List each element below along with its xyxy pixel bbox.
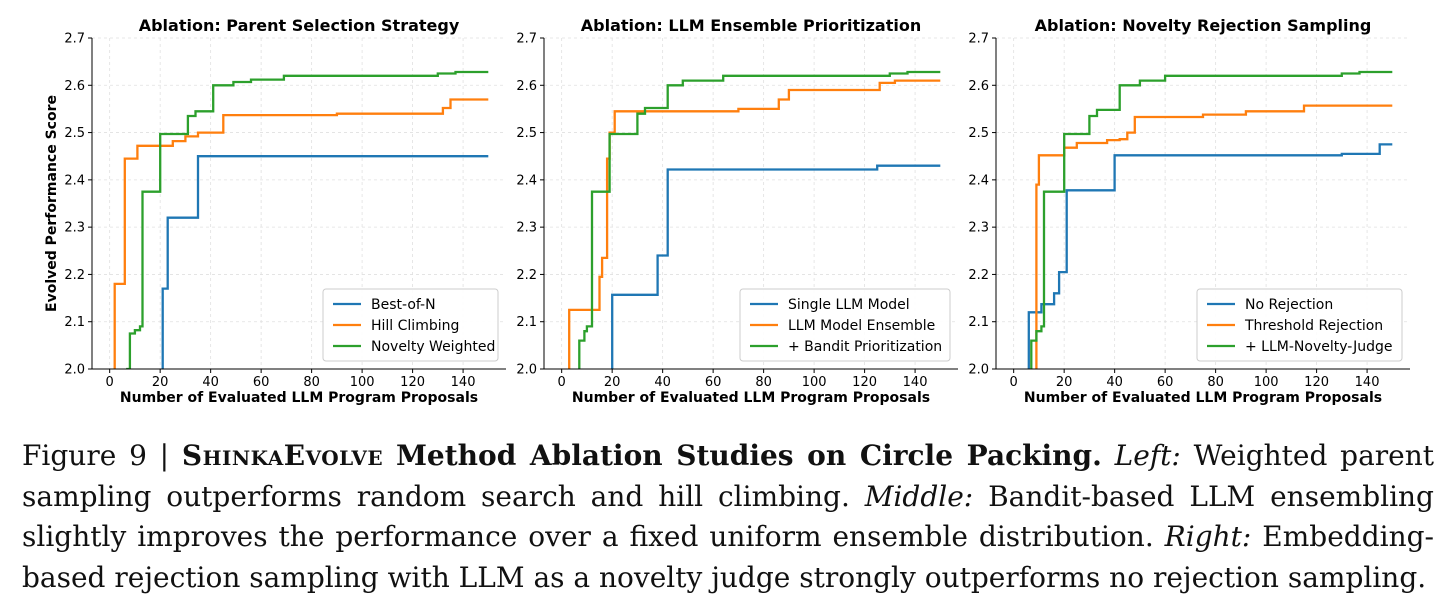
legend-entry: Best-of-N — [371, 297, 436, 313]
y-tick-label: 2.6 — [64, 79, 85, 94]
x-tick-label: 20 — [152, 375, 169, 390]
series-line-best-of-n — [161, 155, 489, 369]
y-tick-label: 2.2 — [516, 268, 537, 283]
x-tick-label: 120 — [852, 375, 877, 390]
x-tick-label: 100 — [1254, 375, 1279, 390]
series-line-no-rejection — [1027, 143, 1393, 369]
x-tick-label: 20 — [604, 375, 621, 390]
legend-box — [322, 288, 499, 362]
y-tick-label: 2.0 — [516, 363, 537, 378]
y-tick-label: 2.6 — [968, 79, 989, 94]
legend-entry: Threshold Rejection — [1244, 318, 1383, 334]
caption-left-label: Left: — [1114, 439, 1181, 472]
x-tick-label: 140 — [903, 375, 928, 390]
x-tick-label: 100 — [802, 375, 827, 390]
caption-middle-text: Bandit-based LLM ensembling slightly imp… — [22, 479, 1434, 554]
x-tick-label: 60 — [705, 375, 722, 390]
series-line-llm-model-ensemble — [568, 79, 941, 369]
x-tick-label: 120 — [1304, 375, 1329, 390]
y-tick-label: 2.0 — [968, 363, 989, 378]
caption-left-text: Weighted parent sampling outperforms ran… — [22, 439, 1435, 513]
legend: No Rejection Threshold Rejection + LLM-Nov… — [1196, 288, 1403, 362]
y-tick-label: 2.4 — [516, 173, 537, 188]
y-tick-label: 2.7 — [968, 32, 989, 47]
x-tick-label: 60 — [1157, 375, 1174, 390]
series-line-llm-novelty-judge — [1030, 70, 1393, 369]
caption-project-name: ShinkaEvolve — [181, 439, 384, 472]
x-tick-label: 20 — [1056, 375, 1073, 390]
series-line-novelty-weighted — [126, 70, 489, 369]
caption-middle-label: Middle: — [864, 479, 974, 513]
x-axis-label: Number of Evaluated LLM Program Proposal… — [1024, 390, 1382, 406]
legend-box — [1196, 288, 1403, 362]
caption-right-text: Embedding-based rejection sampling with … — [22, 520, 1435, 594]
y-tick-label: 2.5 — [968, 126, 989, 141]
y-tick-label: 2.1 — [516, 315, 537, 330]
legend-entry: Novelty Weighted — [371, 339, 495, 355]
x-tick-label: 100 — [350, 375, 375, 390]
x-tick-label: 140 — [451, 375, 476, 390]
legend-entry: + Bandit Prioritization — [788, 339, 942, 355]
legend-entry: LLM Model Ensemble — [788, 318, 935, 334]
series-line-single-llm-model — [611, 164, 941, 369]
caption-heading: Method Ablation Studies on Circle Packin… — [395, 439, 1102, 472]
figure-caption: Figure 9 | ShinkaEvolve Method Ablation … — [22, 436, 1434, 598]
legend-entry: Single LLM Model — [788, 297, 910, 313]
y-tick-label: 2.3 — [968, 221, 989, 236]
legend: Single LLM Model LLM Model Ensemble + Band… — [739, 288, 951, 362]
y-tick-label: 2.3 — [516, 221, 537, 236]
x-tick-label: 80 — [1207, 375, 1224, 390]
y-tick-label: 2.1 — [64, 315, 85, 330]
panel-title: Ablation: Novelty Rejection Sampling — [1035, 16, 1372, 35]
y-tick-label: 2.0 — [64, 363, 85, 378]
y-tick-label: 2.7 — [64, 32, 85, 47]
y-tick-label: 2.5 — [516, 126, 537, 141]
series-line-bandit-prioritization — [578, 70, 941, 369]
x-tick-label: 0 — [558, 375, 566, 390]
y-tick-label: 2.2 — [64, 268, 85, 283]
x-tick-label: 0 — [106, 375, 114, 390]
x-tick-label: 60 — [253, 375, 270, 390]
x-tick-label: 80 — [755, 375, 772, 390]
caption-figure-number: Figure 9 | — [22, 439, 170, 472]
x-tick-label: 40 — [1106, 375, 1123, 390]
legend-entry: + LLM-Novelty-Judge — [1245, 339, 1393, 355]
x-tick-label: 140 — [1355, 375, 1380, 390]
panel-3: 0 20 40 60 80 100 120 140 2.0 2.1 2.2 2.3 2.4 2.5 2.6 2… — [968, 16, 1410, 406]
x-tick-label: 40 — [202, 375, 219, 390]
series-line-hill-climbing — [113, 98, 489, 369]
x-tick-label: 80 — [303, 375, 320, 390]
y-tick-label: 2.4 — [64, 173, 85, 188]
legend: Best-of-N Hill Climbing Novelty Weighted — [322, 288, 499, 362]
panel-2: 0 20 40 60 80 100 120 140 2.0 2.1 2.2 2.3 2.4 2.5 2.6 2… — [516, 16, 958, 406]
caption-right-label: Right: — [1164, 520, 1252, 553]
x-axis-label: Number of Evaluated LLM Program Proposal… — [572, 390, 930, 406]
y-tick-label: 2.2 — [968, 268, 989, 283]
x-tick-label: 0 — [1010, 375, 1018, 390]
x-tick-label: 40 — [654, 375, 671, 390]
y-tick-label: 2.1 — [968, 315, 989, 330]
y-tick-label: 2.7 — [516, 32, 537, 47]
series-line-threshold-rejection — [1035, 104, 1393, 369]
panel-title: Ablation: Parent Selection Strategy — [139, 16, 460, 35]
legend-entry: Hill Climbing — [371, 318, 459, 334]
x-tick-label: 120 — [400, 375, 425, 390]
y-tick-label: 2.6 — [516, 79, 537, 94]
legend-box — [739, 288, 951, 362]
y-tick-label: 2.3 — [64, 221, 85, 236]
y-tick-label: 2.5 — [64, 126, 85, 141]
y-tick-label: 2.4 — [968, 173, 989, 188]
panel-1: 0 20 40 60 80 100 120 140 2.0 2.1 2.2 2.3 2.4 2.5 2.6 2… — [44, 16, 506, 406]
legend-entry: No Rejection — [1245, 297, 1333, 313]
x-axis-label: Number of Evaluated LLM Program Proposal… — [120, 390, 478, 406]
panel-title: Ablation: LLM Ensemble Prioritization — [581, 16, 921, 35]
y-axis-label: Evolved Performance Score — [44, 95, 60, 312]
figure-chart-area: 0 20 40 60 80 100 120 140 2.0 2.1 2.2 2.3 2.4 2.5 2.6 2… — [44, 16, 1410, 406]
